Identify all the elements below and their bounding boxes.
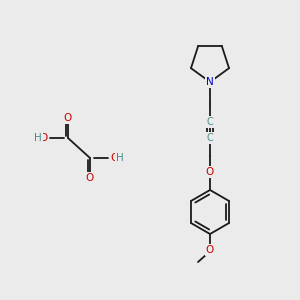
Text: O: O: [206, 167, 214, 177]
Text: O: O: [40, 133, 48, 143]
Text: N: N: [206, 77, 214, 87]
Text: H: H: [116, 153, 124, 163]
Text: H: H: [34, 133, 42, 143]
Text: C: C: [207, 117, 213, 127]
Text: O: O: [110, 153, 118, 163]
Text: C: C: [207, 133, 213, 143]
Text: O: O: [64, 113, 72, 123]
Text: O: O: [206, 245, 214, 255]
Text: O: O: [86, 173, 94, 183]
